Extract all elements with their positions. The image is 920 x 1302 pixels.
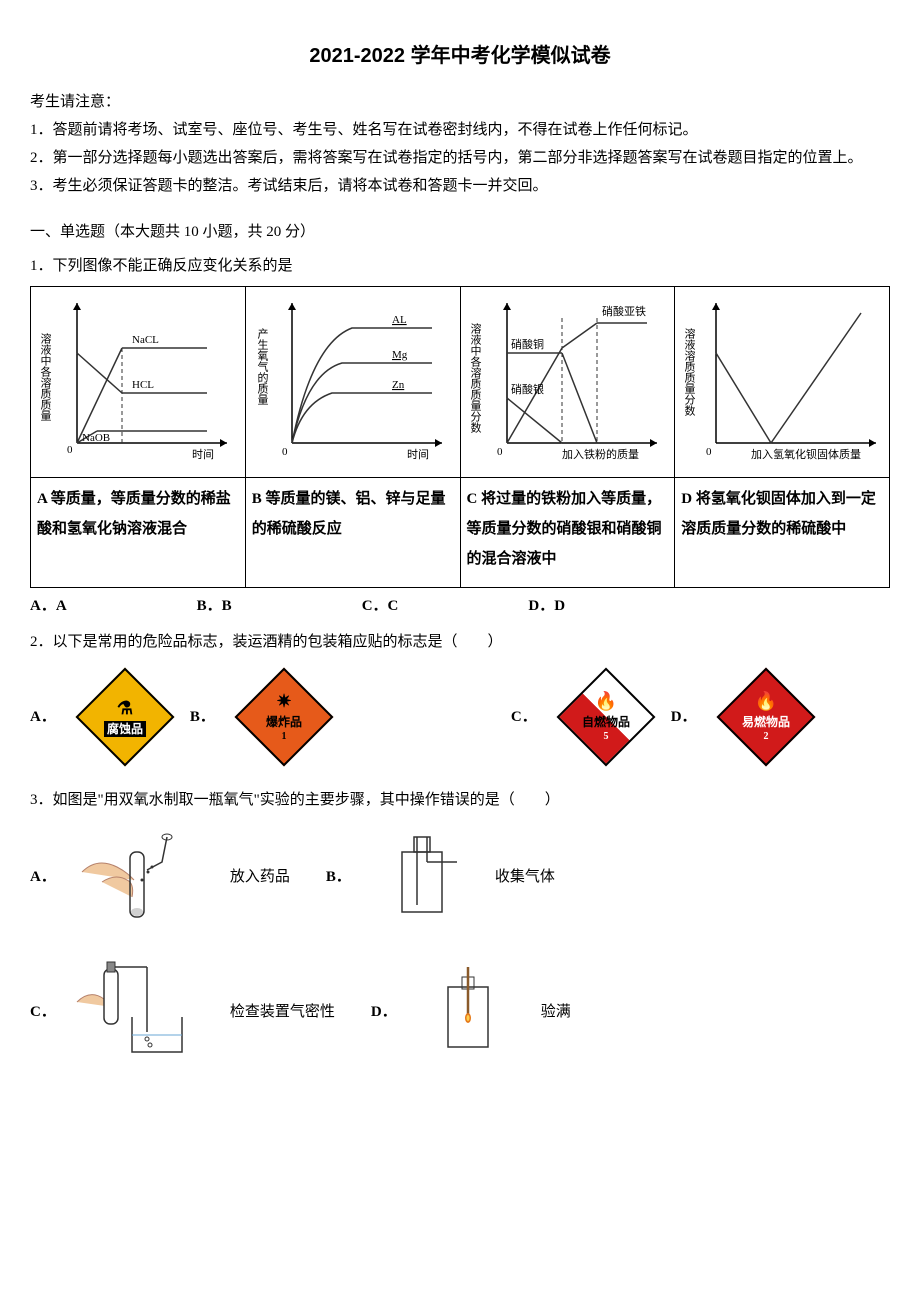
q1-choice-c: C．C <box>362 594 399 618</box>
q2-options: A． ⚗ 腐蚀品 B． ✷ 爆炸品 1 C． 🔥 自燃物品 5 D． 🔥 易燃物… <box>30 664 890 770</box>
svg-text:硝酸铜: 硝酸铜 <box>511 337 544 351</box>
svg-text:加入氢氧化钡固体质量: 加入氢氧化钡固体质量 <box>751 447 861 461</box>
svg-text:硝酸银: 硝酸银 <box>511 382 544 396</box>
svg-text:时间: 时间 <box>407 448 429 461</box>
q2-opt-d-text: 易燃物品 <box>742 715 790 729</box>
q2-opt-b-label: B． <box>190 705 215 729</box>
section-1-heading: 一、单选题（本大题共 10 小题，共 20 分） <box>30 220 890 244</box>
flame-icon: 🔥 <box>573 691 639 713</box>
q2-opt-c-label: C． <box>511 705 537 729</box>
q3-row-2: C． 检查装置气密性 D． 验满 <box>30 957 890 1067</box>
svg-text:加入铁粉的质量: 加入铁粉的质量 <box>562 447 639 461</box>
svg-text:NaOB: NaOB <box>82 432 110 444</box>
q2-opt-d-label: D． <box>671 705 697 729</box>
svg-text:Mg: Mg <box>392 349 408 361</box>
q3-opt-c-label: C． <box>30 1000 56 1024</box>
q1-choice-d: D．D <box>528 594 565 618</box>
svg-text:0: 0 <box>706 446 712 458</box>
q1-desc-a: A 等质量，等质量分数的稀盐酸和氢氧化钠溶液混合 <box>31 478 246 588</box>
q2-opt-b-text: 爆炸品 <box>266 715 302 729</box>
q2-opt-c-sub: 5 <box>573 731 639 743</box>
q3-stem: 3．如图是"用双氧水制取一瓶氧气"实验的主要步骤，其中操作错误的是（ ） <box>30 788 890 812</box>
hazard-sign-corrosive: ⚗ 腐蚀品 <box>75 668 174 767</box>
svg-text:0: 0 <box>282 446 288 458</box>
q2-opt-a-text: 腐蚀品 <box>104 721 146 737</box>
explosive-icon: ✷ <box>251 691 317 713</box>
experiment-figure-c <box>72 957 212 1067</box>
q3-row-1: A． 放入药品 B． 收集气体 <box>30 822 890 932</box>
q2-opt-a-label: A． <box>30 705 56 729</box>
page-title: 2021-2022 学年中考化学模似试卷 <box>30 40 890 72</box>
q2-opt-b-sub: 1 <box>251 731 317 743</box>
notice-3: 3．考生必须保证答题卡的整洁。考试结束后，请将本试卷和答题卡一并交回。 <box>30 174 890 198</box>
q1-table: 0 溶液中各溶质质量 时间 NaCL HCL NaOB 0 <box>30 286 890 588</box>
hazard-sign-spontaneous: 🔥 自燃物品 5 <box>556 668 655 767</box>
hazard-sign-explosive: ✷ 爆炸品 1 <box>234 668 333 767</box>
q2-stem: 2．以下是常用的危险品标志，装运酒精的包装箱应贴的标志是（ ） <box>30 630 890 654</box>
svg-text:时间: 时间 <box>192 448 214 461</box>
q1-desc-b: B 等质量的镁、铝、锌与足量的稀硫酸反应 <box>245 478 460 588</box>
svg-text:溶液中各溶质质量: 溶液中各溶质质量 <box>39 332 52 421</box>
q1-graph-b: 0 产生氧气的质量 时间 AL Mg Zn <box>245 287 460 478</box>
svg-text:0: 0 <box>67 444 73 456</box>
q1-choice-a: A．A <box>30 594 67 618</box>
experiment-figure-d <box>413 962 523 1062</box>
experiment-figure-b <box>367 827 477 927</box>
notice-1: 1．答题前请将考场、试室号、座位号、考生号、姓名写在试卷密封线内，不得在试卷上作… <box>30 118 890 142</box>
q3-opt-a-label: A． <box>30 865 56 889</box>
q3-opt-a-caption: 放入药品 <box>230 865 290 889</box>
svg-text:0: 0 <box>497 446 503 458</box>
q1-stem: 1．下列图像不能正确反应变化关系的是 <box>30 254 890 278</box>
experiment-figure-a <box>72 822 212 932</box>
q2-opt-d-sub: 2 <box>733 731 799 743</box>
q1-desc-d: D 将氢氧化钡固体加入到一定溶质质量分数的稀硫酸中 <box>675 478 890 588</box>
svg-text:Zn: Zn <box>392 379 405 391</box>
q1-graph-c: 0 溶液中各溶质质量分数 加入铁粉的质量 硝酸亚铁 硝酸铜 硝酸银 <box>460 287 675 478</box>
svg-text:溶液溶质质量分数: 溶液溶质质量分数 <box>683 327 696 417</box>
q3-opt-b-label: B． <box>326 865 351 889</box>
q3-opt-d-caption: 验满 <box>541 1000 571 1024</box>
svg-text:产生氧气的质量: 产生氧气的质量 <box>256 327 269 405</box>
svg-text:AL: AL <box>392 314 407 326</box>
svg-text:溶液中各溶质质量分数: 溶液中各溶质质量分数 <box>469 322 482 434</box>
q3-opt-b-caption: 收集气体 <box>495 865 555 889</box>
q2-opt-c-text: 自燃物品 <box>582 715 630 729</box>
svg-text:硝酸亚铁: 硝酸亚铁 <box>602 304 646 318</box>
corrosive-icon: ⚗ <box>92 698 158 720</box>
q1-choice-b: B．B <box>197 594 232 618</box>
svg-text:NaCL: NaCL <box>132 334 159 346</box>
q1-graph-d: 0 溶液溶质质量分数 加入氢氧化钡固体质量 <box>675 287 890 478</box>
hazard-sign-flammable: 🔥 易燃物品 2 <box>716 668 815 767</box>
q3-opt-d-label: D． <box>371 1000 397 1024</box>
q1-choices: A．A B．B C．C D．D <box>30 594 890 618</box>
notice-header: 考生请注意： <box>30 90 890 114</box>
svg-text:HCL: HCL <box>132 379 154 391</box>
q1-desc-c: C 将过量的铁粉加入等质量，等质量分数的硝酸银和硝酸铜的混合溶液中 <box>460 478 675 588</box>
flame-icon: 🔥 <box>733 691 799 713</box>
q3-opt-c-caption: 检查装置气密性 <box>230 1000 335 1024</box>
q1-graph-a: 0 溶液中各溶质质量 时间 NaCL HCL NaOB <box>31 287 246 478</box>
notice-2: 2．第一部分选择题每小题选出答案后，需将答案写在试卷指定的括号内，第二部分非选择… <box>30 146 890 170</box>
